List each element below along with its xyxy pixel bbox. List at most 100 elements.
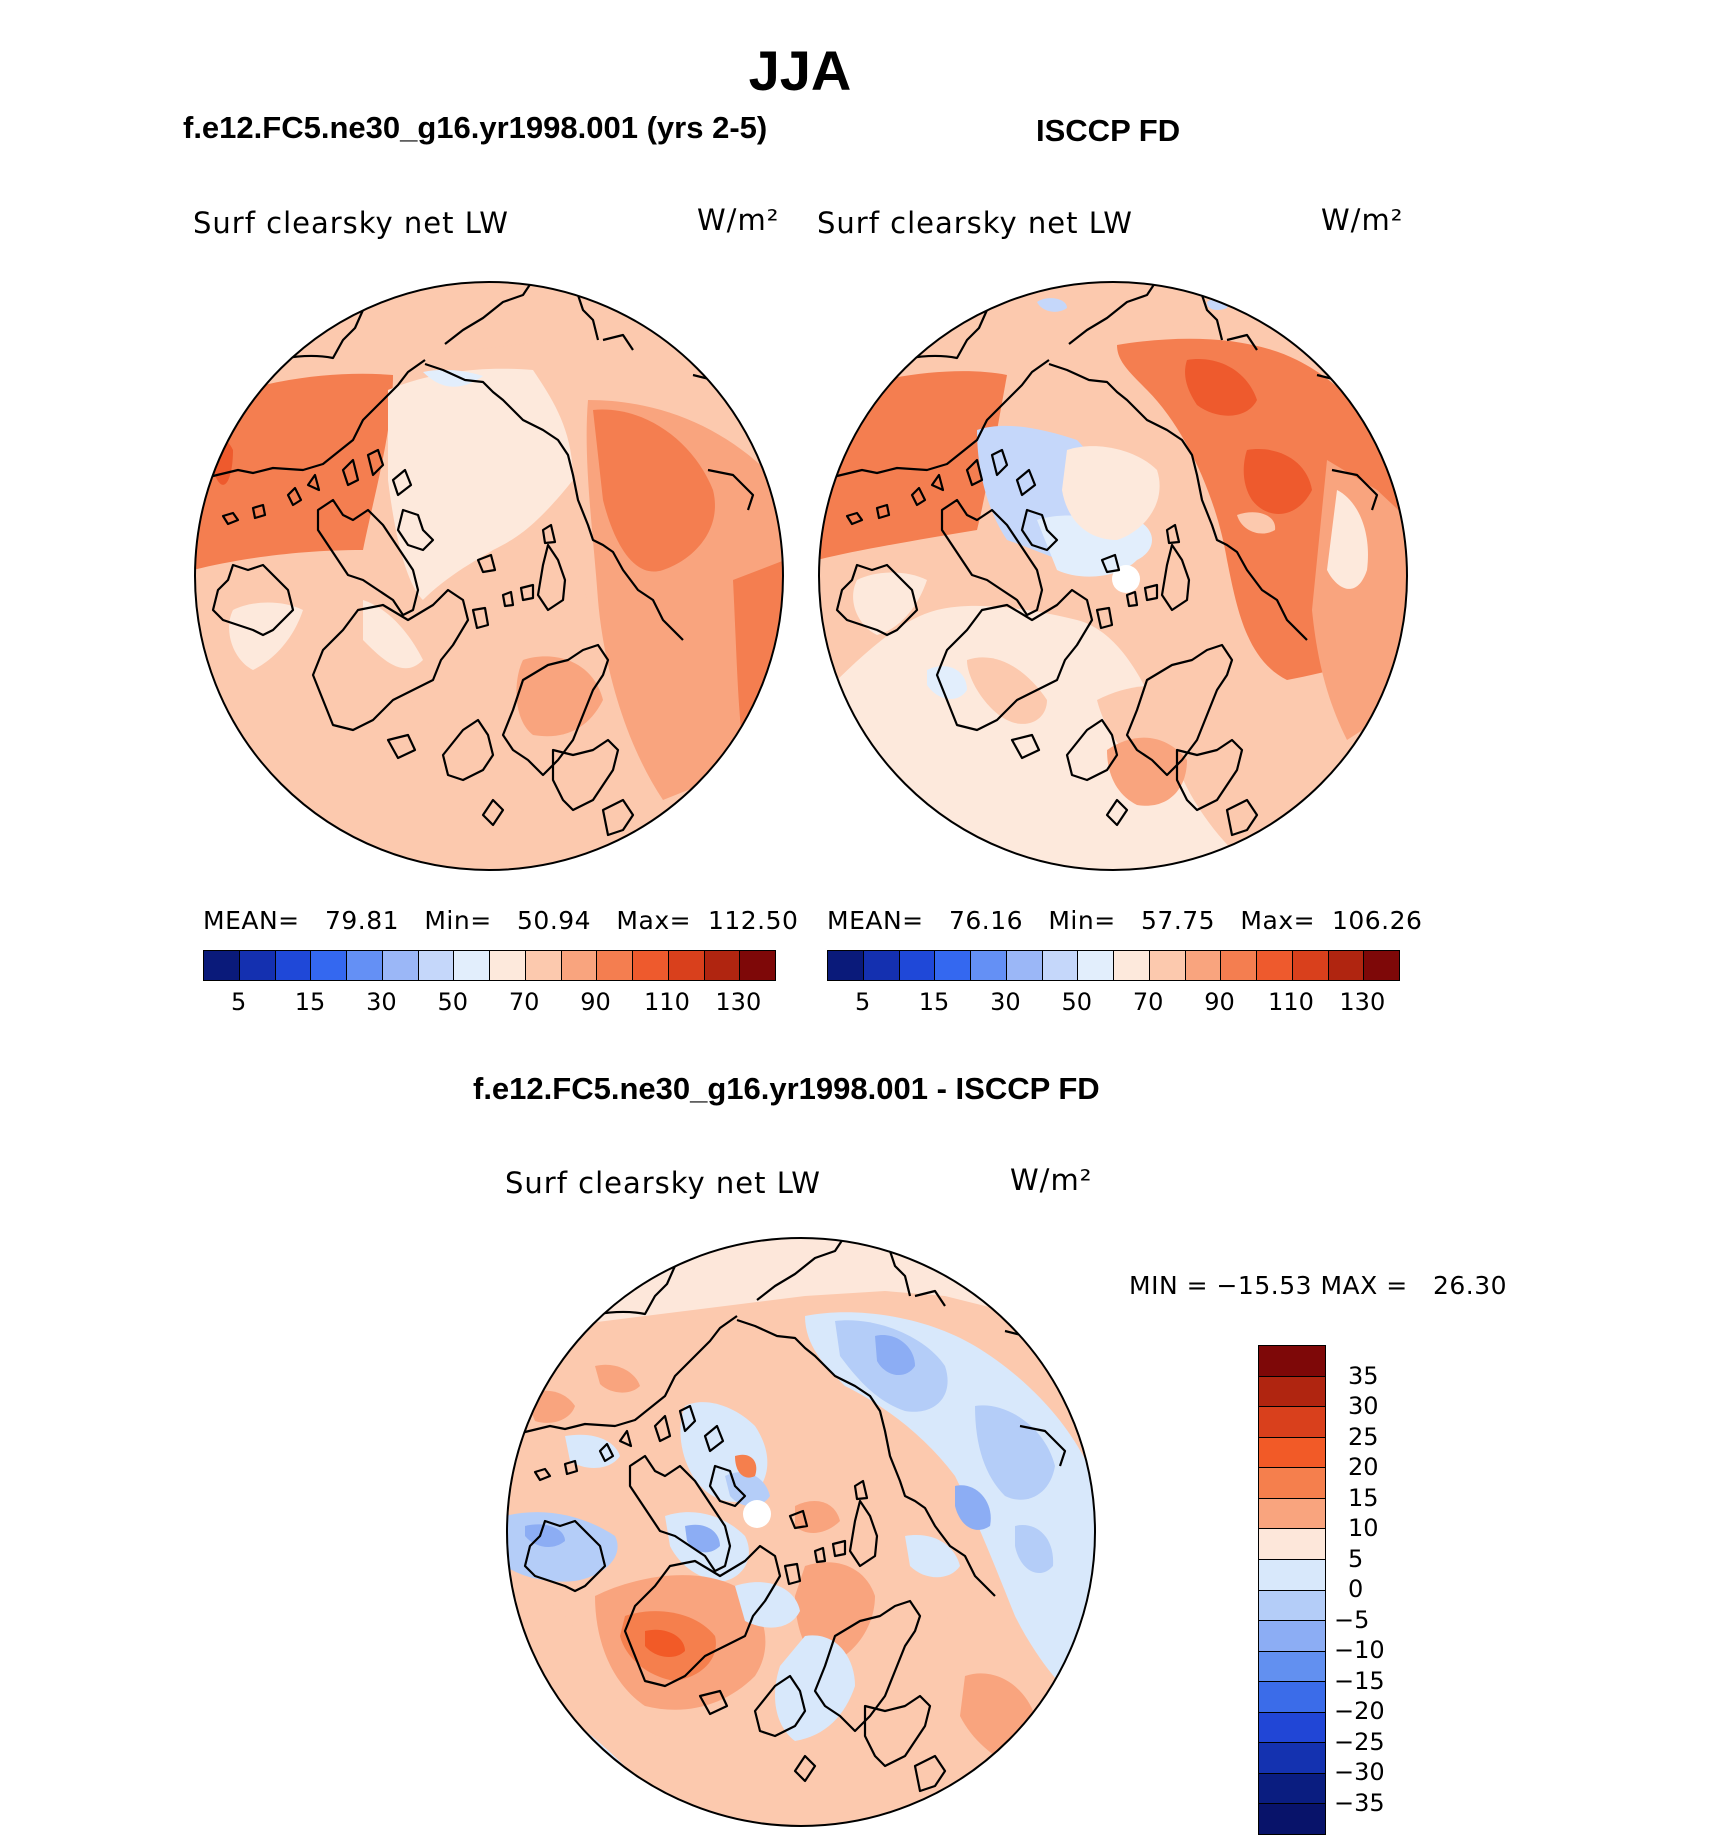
colorbar-swatch bbox=[899, 951, 936, 980]
colorbar-swatch bbox=[1364, 951, 1399, 980]
colorbar-swatch bbox=[1259, 1682, 1325, 1713]
colorbar-swatch bbox=[1259, 1498, 1325, 1530]
colorbar-swatch bbox=[1259, 1437, 1325, 1469]
colorbar-swatch bbox=[704, 951, 741, 980]
diff-header: f.e12.FC5.ne30_g16.yr1998.001 - ISCCP FD bbox=[473, 1071, 1100, 1106]
colorbar-tick-label: 35 bbox=[1348, 1361, 1379, 1390]
colorbar-observation-labels: 5 15 30 50 70 90 110 130 bbox=[827, 988, 1398, 1018]
colorbar-tick-label: 50 bbox=[437, 988, 469, 1016]
colorbar-tick-label: −20 bbox=[1334, 1697, 1385, 1725]
colorbar-swatch bbox=[1259, 1743, 1325, 1774]
colorbar-tick-label: 30 bbox=[1348, 1392, 1379, 1420]
panel1-stats: MEAN= 79.81 Min= 50.94 Max= 112.50 bbox=[203, 906, 799, 935]
colorbar-tick-label: −25 bbox=[1334, 1727, 1385, 1756]
colorbar-tick-label: 15 bbox=[918, 988, 950, 1016]
colorbar-swatch bbox=[1078, 951, 1114, 980]
panel2-units: W/m² bbox=[1321, 203, 1404, 237]
colorbar-tick-label: −5 bbox=[1334, 1605, 1370, 1634]
colorbar-tick-label: 5 bbox=[1348, 1544, 1364, 1573]
colorbar-swatch bbox=[1114, 951, 1150, 980]
colorbar-tick-label: 0 bbox=[1348, 1575, 1364, 1603]
colorbar-tick-label: 15 bbox=[1348, 1483, 1379, 1512]
colorbar-model-labels: 5 15 30 50 70 90 110 130 bbox=[203, 988, 774, 1018]
colorbar-swatch bbox=[633, 951, 669, 980]
colorbar-tick-label: 110 bbox=[1268, 988, 1314, 1016]
figure-title: JJA bbox=[748, 39, 852, 102]
colorbar-swatch bbox=[1149, 951, 1186, 980]
diff-units: W/m² bbox=[1010, 1163, 1093, 1197]
colorbar-swatch bbox=[1006, 951, 1043, 980]
map-difference bbox=[506, 1237, 1096, 1827]
colorbar-swatch bbox=[935, 951, 971, 980]
colorbar-swatch bbox=[1259, 1346, 1325, 1377]
colorbar-swatch bbox=[1328, 951, 1365, 980]
colorbar-swatch bbox=[525, 951, 562, 980]
colorbar-swatch bbox=[1259, 1621, 1325, 1652]
colorbar-tick-label: 70 bbox=[1132, 988, 1164, 1016]
colorbar-swatch bbox=[275, 951, 312, 980]
colorbar-swatch bbox=[311, 951, 347, 980]
colorbar-tick-label: 70 bbox=[508, 988, 540, 1016]
colorbar-tick-label: 130 bbox=[715, 988, 762, 1016]
colorbar-swatch bbox=[561, 951, 598, 980]
colorbar-tick-label: 20 bbox=[1348, 1453, 1379, 1481]
colorbar-swatch bbox=[828, 951, 864, 980]
colorbar-tick-label: 50 bbox=[1061, 988, 1093, 1016]
colorbar-swatch bbox=[204, 951, 240, 980]
colorbar-swatch bbox=[971, 951, 1007, 980]
colorbar-difference bbox=[1258, 1345, 1326, 1835]
colorbar-swatch bbox=[1259, 1407, 1325, 1438]
colorbar-tick-label: 30 bbox=[990, 988, 1021, 1016]
colorbar-swatch bbox=[1185, 951, 1222, 980]
colorbar-swatch bbox=[454, 951, 490, 980]
colorbar-observation bbox=[827, 950, 1400, 981]
colorbar-tick-label: 25 bbox=[1348, 1422, 1379, 1451]
colorbar-swatch bbox=[1259, 1651, 1325, 1683]
panel2-stats: MEAN= 76.16 Min= 57.75 Max= 106.26 bbox=[827, 906, 1423, 935]
panel2-variable: Surf clearsky net LW bbox=[817, 206, 1133, 240]
colorbar-tick-label: 15 bbox=[294, 988, 326, 1016]
colorbar-swatch bbox=[1259, 1712, 1325, 1744]
colorbar-tick-label: −30 bbox=[1334, 1758, 1385, 1786]
colorbar-swatch bbox=[668, 951, 705, 980]
colorbar-swatch bbox=[1042, 951, 1079, 980]
colorbar-swatch bbox=[1259, 1590, 1325, 1622]
colorbar-tick-label: 90 bbox=[580, 988, 611, 1016]
colorbar-tick-label: −35 bbox=[1334, 1788, 1385, 1817]
colorbar-model bbox=[203, 950, 776, 981]
colorbar-tick-label: 110 bbox=[644, 988, 690, 1016]
colorbar-swatch bbox=[1259, 1376, 1325, 1408]
colorbar-tick-label: 5 bbox=[855, 988, 871, 1016]
colorbar-swatch bbox=[863, 951, 900, 980]
colorbar-swatch bbox=[418, 951, 455, 980]
panel1-header: f.e12.FC5.ne30_g16.yr1998.001 (yrs 2-5) bbox=[183, 110, 768, 145]
colorbar-tick-label: 10 bbox=[1348, 1514, 1379, 1542]
colorbar-tick-label: −10 bbox=[1334, 1636, 1385, 1664]
colorbar-tick-label: 5 bbox=[231, 988, 247, 1016]
colorbar-swatch bbox=[490, 951, 526, 980]
colorbar-tick-label: 90 bbox=[1204, 988, 1235, 1016]
colorbar-swatch bbox=[1259, 1804, 1325, 1834]
colorbar-difference-labels: 35 30 25 20 15 10 5 0 −5 −10 −15 −20 −25 −30 −35 bbox=[1334, 1345, 1460, 1833]
colorbar-swatch bbox=[597, 951, 633, 980]
colorbar-swatch bbox=[1292, 951, 1329, 980]
panel1-variable: Surf clearsky net LW bbox=[193, 206, 509, 240]
panel1-units: W/m² bbox=[697, 203, 780, 237]
colorbar-tick-label: −15 bbox=[1334, 1666, 1385, 1695]
colorbar-tick-label: 130 bbox=[1339, 988, 1386, 1016]
colorbar-swatch bbox=[1259, 1559, 1325, 1591]
panel2-header: ISCCP FD bbox=[1036, 113, 1181, 148]
map-observation bbox=[818, 281, 1408, 871]
diff-minmax: MIN = −15.53 MAX = 26.30 bbox=[1129, 1271, 1508, 1300]
colorbar-swatch bbox=[347, 951, 383, 980]
colorbar-swatch bbox=[1259, 1529, 1325, 1560]
colorbar-swatch bbox=[239, 951, 276, 980]
colorbar-tick-label: 30 bbox=[366, 988, 397, 1016]
map-model bbox=[194, 281, 784, 871]
colorbar-swatch bbox=[1259, 1773, 1325, 1805]
colorbar-swatch bbox=[1257, 951, 1293, 980]
colorbar-swatch bbox=[1259, 1468, 1325, 1499]
colorbar-swatch bbox=[1221, 951, 1257, 980]
colorbar-swatch bbox=[382, 951, 419, 980]
diff-variable: Surf clearsky net LW bbox=[505, 1166, 821, 1200]
